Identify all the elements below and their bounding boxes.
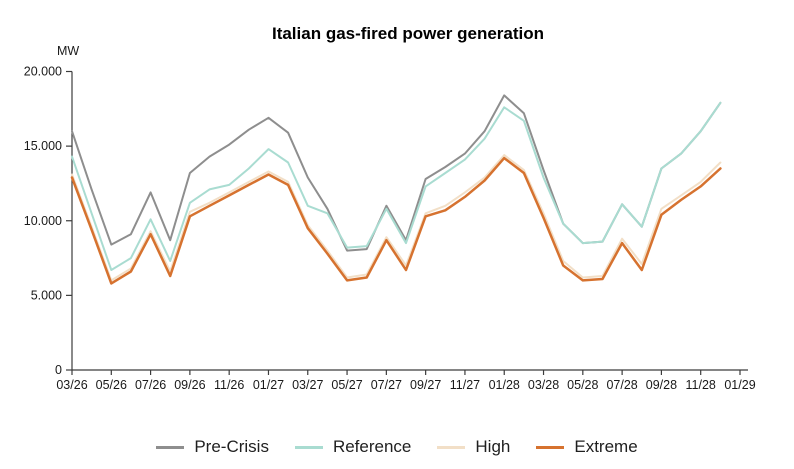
x-tick-label: 09/27 xyxy=(410,378,441,392)
legend: Pre-Crisis Reference High Extreme xyxy=(0,437,794,457)
legend-label-extreme: Extreme xyxy=(574,437,638,456)
y-tick-label: 5.000 xyxy=(31,288,62,302)
series-line-high xyxy=(71,154,722,282)
x-tick-label: 03/28 xyxy=(528,378,559,392)
legend-swatch-extreme xyxy=(536,445,565,449)
legend-item-high: High xyxy=(437,437,510,457)
legend-item-pre-crisis: Pre-Crisis xyxy=(156,437,269,457)
x-tick-label: 07/27 xyxy=(371,378,402,392)
series-line-reference xyxy=(71,101,722,271)
legend-swatch-pre-crisis xyxy=(156,445,185,449)
x-tick-label: 03/26 xyxy=(56,378,87,392)
legend-item-extreme: Extreme xyxy=(536,437,638,457)
legend-label-pre-crisis: Pre-Crisis xyxy=(194,437,269,456)
x-tick-label: 09/26 xyxy=(174,378,205,392)
x-tick-label: 05/27 xyxy=(331,378,362,392)
y-tick-label: 20.000 xyxy=(24,65,62,79)
plot-area: 0 5.000 10.000 15.000 20.000 03/26 05/26 07/26 0… xyxy=(24,65,756,393)
x-tick-label: 11/28 xyxy=(686,378,716,392)
x-tick-label: 05/26 xyxy=(96,378,127,392)
legend-swatch-high xyxy=(437,445,466,449)
legend-swatch-reference xyxy=(294,445,323,449)
chart-title: Italian gas-fired power generation xyxy=(271,24,545,43)
y-axis-unit-label: MW xyxy=(57,44,80,58)
x-tick-label: 07/28 xyxy=(606,378,637,392)
x-tick-label: 11/27 xyxy=(450,378,480,392)
y-tick-label: 15.000 xyxy=(24,139,62,153)
x-tick-label: 01/28 xyxy=(489,378,520,392)
y-tick-label: 10.000 xyxy=(24,214,62,228)
legend-label-high: High xyxy=(475,437,511,456)
x-tick-label: 01/27 xyxy=(253,378,284,392)
x-tick-label: 07/26 xyxy=(135,378,166,392)
y-tick-label: 0 xyxy=(55,363,62,377)
x-tick-label: 11/26 xyxy=(214,378,244,392)
legend-item-reference: Reference xyxy=(294,437,412,457)
x-tick-label: 05/28 xyxy=(567,378,598,392)
x-tick-label: 01/29 xyxy=(724,378,755,392)
x-tick-label: 09/28 xyxy=(646,378,677,392)
series-line-extreme xyxy=(70,156,722,285)
legend-label-reference: Reference xyxy=(332,437,412,456)
x-tick-label: 03/27 xyxy=(292,378,323,392)
